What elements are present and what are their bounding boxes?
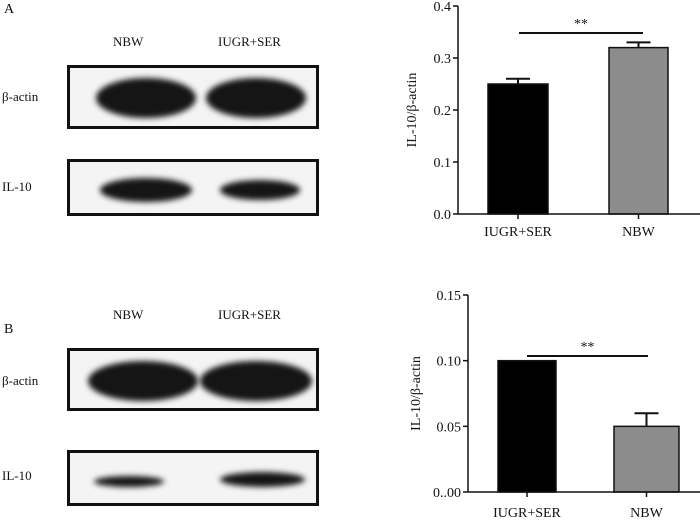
row-label-beta-actin: β-actin [2, 89, 39, 104]
bar-nbw [613, 425, 680, 493]
x-tick-label: IUGR+SER [484, 225, 552, 240]
x-tick-label: NBW [622, 225, 655, 240]
panel-label-b: B [4, 322, 14, 337]
row-label-il10: IL-10 [2, 468, 32, 483]
lane-label-iugr-ser: IUGR+SER [218, 307, 281, 322]
panel-label-a: A [4, 2, 15, 17]
blot-beta-actin-b [67, 348, 319, 411]
lane-label-nbw: NBW [113, 307, 144, 322]
y-tick-label: 0.2 [434, 104, 452, 119]
row-label-beta-actin: β-actin [2, 373, 39, 388]
y-tick-label: 0..00 [433, 486, 461, 501]
y-tick-label: 0.3 [434, 52, 452, 67]
y-tick-label: 0.05 [437, 420, 462, 435]
lane-label-iugr-ser: IUGR+SER [218, 34, 281, 49]
x-tick-label: IUGR+SER [493, 506, 561, 521]
y-tick-label: 0.15 [437, 289, 462, 304]
y-axis-label: IL-10/β-actin [409, 356, 424, 431]
significance-marker: ** [574, 17, 588, 32]
bar-nbw [608, 46, 669, 215]
lane-label-nbw: NBW [113, 34, 144, 49]
y-tick-label: 0.0 [434, 208, 452, 223]
y-tick-label: 0.10 [437, 355, 462, 370]
blot-il10-b [67, 450, 319, 506]
y-axis-label: IL-10/β-actin [405, 73, 420, 148]
y-tick-label: 0.1 [434, 156, 452, 171]
row-label-il10: IL-10 [2, 179, 32, 194]
x-tick-label: NBW [630, 506, 663, 521]
blot-beta-actin-a [67, 65, 319, 129]
bar-iugr-ser [487, 83, 549, 215]
blot-il10-a [67, 159, 319, 216]
y-tick-label: 0.4 [434, 0, 452, 15]
bar-iugr-ser [497, 359, 557, 493]
significance-marker: ** [581, 340, 595, 355]
